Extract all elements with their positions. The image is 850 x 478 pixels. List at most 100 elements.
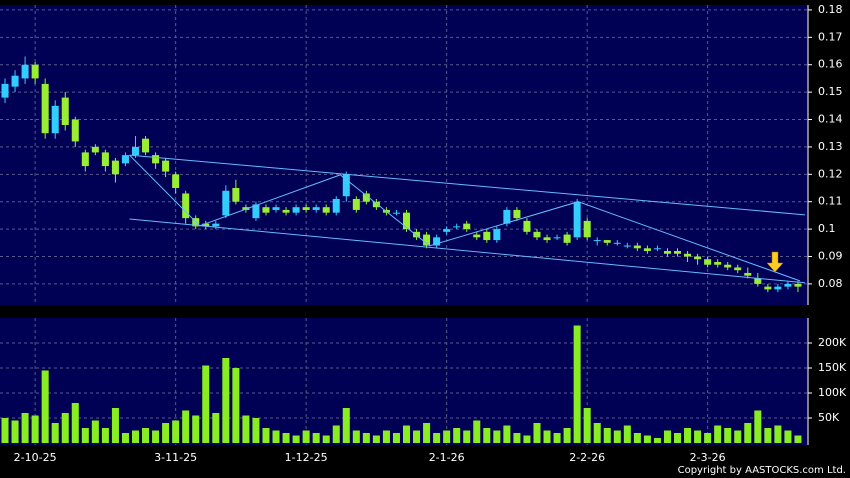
candle-body <box>71 119 79 142</box>
volume-bar <box>754 410 762 443</box>
candle-body <box>172 174 180 189</box>
candle-body <box>724 264 732 268</box>
volume-bar <box>583 408 591 443</box>
volume-bar <box>663 430 671 443</box>
volume-bar <box>443 430 451 443</box>
x-tick-label: 1-12-25 <box>285 451 328 464</box>
volume-bar <box>222 358 230 443</box>
volume-bar <box>543 430 551 443</box>
arrow-marker <box>766 251 784 273</box>
volume-bar <box>483 428 491 443</box>
volume-bar <box>423 423 431 443</box>
candle-body <box>162 160 170 172</box>
candle-body <box>423 234 431 246</box>
candle-body <box>41 83 49 134</box>
candle-body <box>633 245 641 249</box>
candle-body <box>553 237 561 239</box>
volume-bar <box>182 410 190 443</box>
x-tick-label: 2-1-26 <box>429 451 465 464</box>
copyright: Copyright by AASTOCKS.com Ltd. <box>678 465 846 476</box>
volume-bar <box>91 420 99 443</box>
y-tick-label: 200K <box>818 336 847 349</box>
candle-body <box>603 240 611 243</box>
volume-bar <box>262 428 270 443</box>
volume-bar <box>292 435 300 443</box>
marks <box>1 56 806 443</box>
y-tick-label: 50K <box>818 411 840 424</box>
volume-bar <box>31 415 39 443</box>
volume-bar <box>563 428 571 443</box>
volume-bar <box>402 425 411 443</box>
candle-body <box>282 209 290 213</box>
candle-body <box>252 204 260 219</box>
candle-body <box>131 146 140 156</box>
volume-bar <box>744 423 752 443</box>
y-tick-label: 0.12 <box>818 167 843 180</box>
candle-body <box>81 152 89 167</box>
volume-bar <box>473 420 481 443</box>
candle-body <box>152 155 160 164</box>
volume-bar <box>684 428 692 443</box>
x-tick-label: 2-10-25 <box>14 451 57 464</box>
volume-bar <box>342 408 350 443</box>
volume-bar <box>302 430 310 443</box>
candle-body <box>623 245 631 247</box>
trendline <box>129 154 806 216</box>
candle-body <box>342 174 350 197</box>
x-tick-label: 2-2-26 <box>569 451 605 464</box>
candle-body <box>302 207 310 210</box>
candle-body <box>433 237 441 246</box>
volume-bar <box>613 430 621 443</box>
candle-body <box>352 198 360 210</box>
volume-bar <box>332 425 340 443</box>
volume-bar <box>714 425 722 443</box>
volume-bar <box>1 418 9 443</box>
candle-body <box>563 234 571 243</box>
volume-panel <box>0 318 808 445</box>
volume-bar <box>784 430 792 443</box>
candle-body <box>61 97 69 125</box>
candle-body <box>513 209 521 219</box>
candle-body <box>704 259 712 265</box>
y-tick-label: 0.08 <box>818 277 843 290</box>
candle-body <box>101 152 109 167</box>
volume-bar <box>352 430 360 443</box>
volume-bar <box>392 433 400 443</box>
price-panel <box>0 5 808 305</box>
volume-bar <box>372 435 380 443</box>
candle-body <box>11 75 19 87</box>
volume-bar <box>633 433 641 443</box>
volume-bar <box>21 413 29 443</box>
volume-bar <box>131 430 140 443</box>
candle-body <box>473 234 481 238</box>
candle-body <box>292 207 300 213</box>
volume-bar <box>503 425 511 443</box>
candle-body <box>51 105 59 134</box>
y-tick-label: 0.11 <box>818 195 843 208</box>
x-tick-label: 2-3-26 <box>690 451 726 464</box>
volume-bar <box>252 418 260 443</box>
candle-body <box>21 64 29 79</box>
volume-bar <box>623 425 631 443</box>
volume-bar <box>674 433 682 443</box>
candle-body <box>593 240 601 242</box>
y-tick-label: 0.17 <box>818 30 843 43</box>
candle-body <box>714 261 722 265</box>
volume-bar <box>493 430 501 443</box>
trendline <box>129 154 801 282</box>
y-tick-label: 0.1 <box>818 222 836 235</box>
y-tick-label: 0.09 <box>818 250 843 263</box>
candle-body <box>362 193 370 202</box>
volume-bar <box>242 415 250 443</box>
volume-bar <box>212 413 220 443</box>
volume-bar <box>573 325 581 443</box>
volume-bar <box>603 428 611 443</box>
candle-body <box>372 201 380 208</box>
volume-bar <box>704 433 712 443</box>
volume-bar <box>11 420 19 443</box>
volume-bar <box>111 408 119 443</box>
volume-bar <box>774 425 782 443</box>
y-tick-label: 0.15 <box>818 85 843 98</box>
y-tick-label: 0.14 <box>818 113 843 126</box>
y-tick-label: 150K <box>818 361 847 374</box>
